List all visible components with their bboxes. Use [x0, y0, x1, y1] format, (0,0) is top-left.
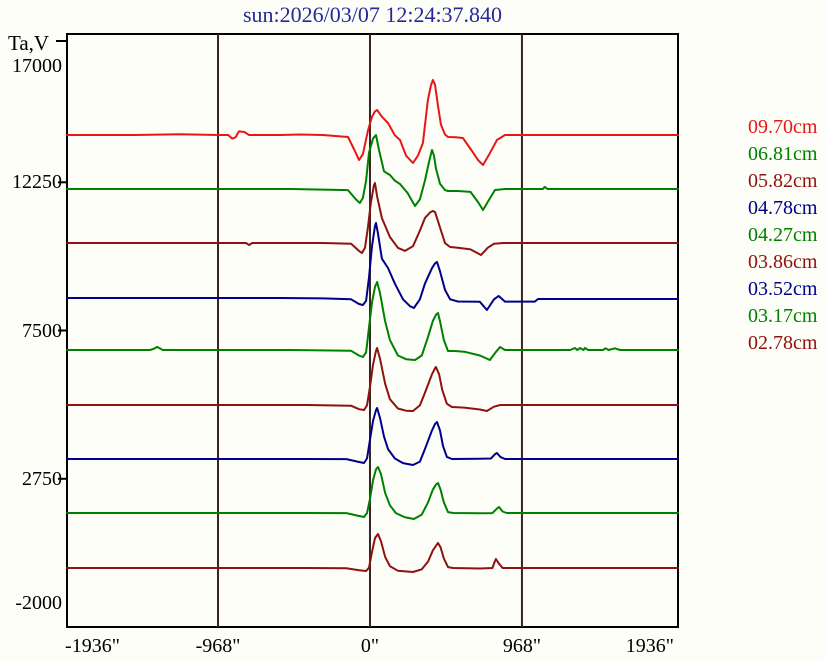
trace-05.82cm: [66, 182, 679, 256]
chart-title: sun:2026/03/07 12:24:37.840: [242, 2, 503, 27]
x-tick-label-1936": 1936": [625, 635, 674, 657]
x-tick-label-968": 968": [502, 635, 542, 657]
trace-03.86cm: [66, 347, 679, 412]
y-tick-label-12250: 12250: [12, 171, 62, 194]
legend-item-03.17cm: 03.17cm: [748, 305, 818, 327]
trace-02.78cm: [66, 533, 679, 573]
x-tick-label--968": -968": [195, 635, 241, 657]
legend-item-06.81cm: 06.81cm: [748, 143, 818, 165]
y-tick-label-7500: 7500: [22, 319, 62, 342]
legend: 09.70cm 06.81cm 05.82cm 04.78cm 04.27cm 03.86…: [748, 114, 826, 357]
trace-04.27cm: [66, 281, 679, 361]
legend-item-03.52cm: 03.52cm: [748, 278, 818, 300]
legend-item-04.27cm: 04.27cm: [748, 224, 818, 246]
legend-item-03.86cm: 03.86cm: [748, 251, 818, 273]
trace-09.70cm: [66, 79, 679, 166]
trace-03.17cm: [66, 466, 679, 520]
legend-item-04.78cm: 04.78cm: [748, 197, 818, 219]
legend-item-09.70cm: 09.70cm: [748, 116, 818, 138]
y-tick-label--2000: -2000: [15, 592, 62, 614]
x-tick-label-0": 0": [360, 635, 380, 657]
x-tick-label--1936": -1936": [65, 635, 120, 657]
y-tick-label-17000: 17000: [12, 55, 62, 77]
legend-item-02.78cm: 02.78cm: [748, 332, 818, 354]
y-tick-label-2750: 2750: [22, 467, 62, 490]
trace-04.78cm: [66, 222, 679, 311]
y-axis-label: Ta,V: [8, 31, 50, 55]
trace-06.81cm: [66, 134, 679, 211]
plot-border: [66, 33, 679, 628]
trace-03.52cm: [66, 407, 679, 466]
legend-item-05.82cm: 05.82cm: [748, 170, 818, 192]
